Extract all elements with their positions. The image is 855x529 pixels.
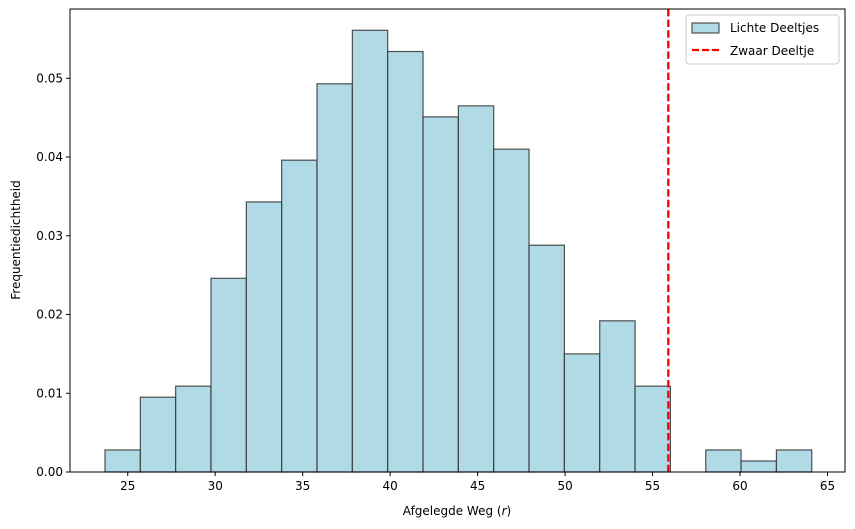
histogram-bar xyxy=(528,244,565,473)
y-axis-label: Frequentiedichtheid xyxy=(9,180,23,300)
x-axis-label: Afgelegde Weg (r) xyxy=(403,504,511,518)
histogram-bar xyxy=(210,277,247,473)
legend-patch-icon xyxy=(691,22,720,34)
histogram-bar xyxy=(351,29,389,473)
histogram-bar xyxy=(281,159,318,473)
legend-label-light: Lichte Deeltjes xyxy=(730,21,819,35)
y-tick-label: 0.01 xyxy=(36,386,63,400)
histogram-bar xyxy=(740,460,778,473)
histogram-bar xyxy=(316,83,353,473)
x-tick-label: 30 xyxy=(208,479,223,493)
histogram-bar xyxy=(245,201,283,473)
histogram-bar xyxy=(387,50,424,473)
x-tick-label: 35 xyxy=(295,479,310,493)
histogram-bar xyxy=(457,105,495,473)
histogram-bars xyxy=(104,29,813,473)
x-tick-label: 40 xyxy=(383,479,398,493)
legend-label-heavy: Zwaar Deeltje xyxy=(730,44,814,58)
x-tick-label: 45 xyxy=(470,479,485,493)
y-tick-label: 0.04 xyxy=(36,150,63,164)
histogram-bar xyxy=(775,449,813,473)
y-tick-label: 0.00 xyxy=(36,465,63,479)
histogram-bar xyxy=(139,396,177,473)
x-axis-ticks: 25 30 35 40 45 50 55 60 65 xyxy=(120,472,835,493)
histogram-bar xyxy=(705,449,742,473)
x-tick-label: 65 xyxy=(820,479,835,493)
legend-box xyxy=(685,14,840,65)
histogram-bar xyxy=(422,116,459,473)
histogram-bar xyxy=(599,320,636,473)
histogram-bar xyxy=(104,449,141,473)
x-tick-label: 55 xyxy=(645,479,660,493)
axes-frame xyxy=(69,8,846,473)
histogram-bar xyxy=(563,353,601,473)
legend: Lichte Deeltjes Zwaar Deeltje xyxy=(685,14,840,65)
y-tick-label: 0.05 xyxy=(36,71,63,85)
y-axis-ticks: 0.00 0.01 0.02 0.03 0.04 0.05 xyxy=(36,71,70,479)
histogram-bar xyxy=(634,385,672,473)
y-tick-label: 0.02 xyxy=(36,308,63,322)
x-tick-label: 60 xyxy=(732,479,747,493)
x-tick-label: 25 xyxy=(120,479,135,493)
histogram-bar xyxy=(493,148,530,473)
histogram-bar xyxy=(175,385,212,473)
y-tick-label: 0.03 xyxy=(36,229,63,243)
x-tick-label: 50 xyxy=(557,479,572,493)
